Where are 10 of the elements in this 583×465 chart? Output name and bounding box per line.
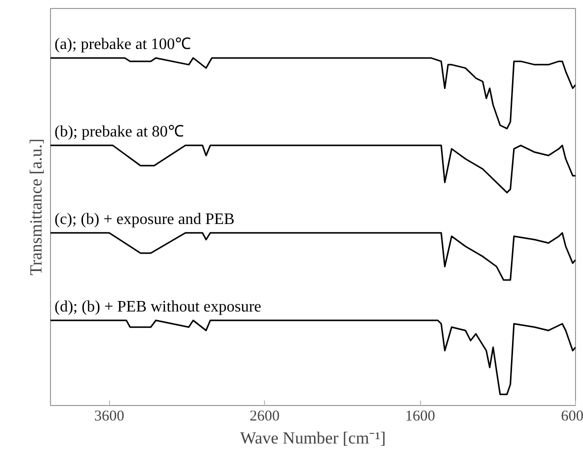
y-axis-title: Transmittance [a.u.] <box>26 138 46 276</box>
series-label: (d); (b) + PEB without exposure <box>54 298 262 316</box>
x-tick-label: 1600 <box>405 408 436 424</box>
x-axis-title: Wave Number [cm⁻¹] <box>240 428 386 448</box>
x-tick-label: 2600 <box>250 408 280 424</box>
series-label: (c); (b) + exposure and PEB <box>54 210 235 228</box>
x-tick-label: 3600 <box>94 408 124 424</box>
x-tick-label: 600 <box>561 408 583 424</box>
series-label: (b); prebake at 80℃ <box>54 123 184 140</box>
series-label: (a); prebake at 100℃ <box>54 36 191 53</box>
